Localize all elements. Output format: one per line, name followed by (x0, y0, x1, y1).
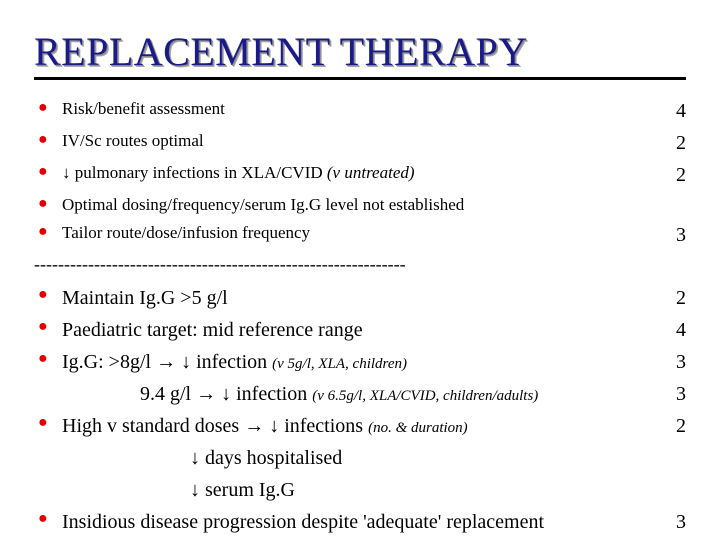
bullet-icon: ● (34, 162, 62, 183)
item-number: 3 (656, 222, 686, 248)
list-item: ●Maintain Ig.G >5 g/l2 (34, 285, 686, 311)
list-item: ↓ days hospitalised (34, 445, 686, 471)
item-text: Tailor route/dose/infusion frequency (62, 222, 656, 244)
item-number: 2 (656, 285, 686, 311)
section-2: ●Maintain Ig.G >5 g/l2●Paediatric target… (34, 285, 686, 535)
right-arrow-icon: → (196, 383, 221, 405)
item-text: Maintain Ig.G >5 g/l (62, 285, 656, 311)
item-number: 4 (656, 98, 686, 124)
item-number: 2 (656, 413, 686, 439)
item-text: Paediatric target: mid reference range (62, 317, 656, 343)
list-item: ●Insidious disease progression despite '… (34, 509, 686, 535)
down-arrow-icon: ↓ (190, 479, 200, 501)
down-arrow-icon: ↓ (221, 383, 231, 405)
bullet-icon: ● (34, 285, 62, 306)
item-number: 2 (656, 162, 686, 188)
item-text: Ig.G: >8g/l → ↓ infection (v 5g/l, XLA, … (62, 349, 656, 375)
down-arrow-icon: ↓ (190, 447, 200, 469)
list-item: ●IV/Sc routes optimal2 (34, 130, 686, 156)
bullet-icon: ● (34, 413, 62, 434)
down-arrow-icon: ↓ (269, 415, 279, 437)
item-number: 3 (656, 349, 686, 375)
bullet-icon: ● (34, 130, 62, 151)
item-text: ↓ pulmonary infections in XLA/CVID (v un… (62, 162, 656, 184)
bullet-icon: ● (34, 317, 62, 338)
item-number: 3 (656, 381, 686, 407)
bullet-icon: ● (34, 98, 62, 119)
list-item: 9.4 g/l → ↓ infection (v 6.5g/l, XLA/CVI… (34, 381, 686, 407)
section-1: ●Risk/benefit assessment4●IV/Sc routes o… (34, 98, 686, 248)
item-number: 4 (656, 317, 686, 343)
separator: ----------------------------------------… (34, 254, 686, 275)
item-text: ↓ serum Ig.G (62, 477, 656, 503)
list-item: ●Ig.G: >8g/l → ↓ infection (v 5g/l, XLA,… (34, 349, 686, 375)
list-item: ●Optimal dosing/frequency/serum Ig.G lev… (34, 194, 686, 216)
item-text: Risk/benefit assessment (62, 98, 656, 120)
bullet-icon: ● (34, 349, 62, 370)
item-text: High v standard doses → ↓ infections (no… (62, 413, 656, 439)
bullet-icon: ● (34, 509, 62, 530)
item-text: Insidious disease progression despite 'a… (62, 509, 656, 535)
down-arrow-icon: ↓ (62, 163, 75, 182)
list-item: ●Risk/benefit assessment4 (34, 98, 686, 124)
item-text: ↓ days hospitalised (62, 445, 656, 471)
list-item: ↓ serum Ig.G (34, 477, 686, 503)
item-text: 9.4 g/l → ↓ infection (v 6.5g/l, XLA/CVI… (62, 381, 656, 407)
item-text: IV/Sc routes optimal (62, 130, 656, 152)
list-item: ●Paediatric target: mid reference range4 (34, 317, 686, 343)
right-arrow-icon: → (244, 415, 269, 437)
bullet-icon: ● (34, 194, 62, 215)
item-text: Optimal dosing/frequency/serum Ig.G leve… (62, 194, 656, 216)
list-item: ●Tailor route/dose/infusion frequency3 (34, 222, 686, 248)
list-item: ●High v standard doses → ↓ infections (n… (34, 413, 686, 439)
list-item: ●↓ pulmonary infections in XLA/CVID (v u… (34, 162, 686, 188)
bullet-icon: ● (34, 222, 62, 243)
page-title: REPLACEMENT THERAPY (34, 28, 686, 80)
right-arrow-icon: → (156, 351, 181, 373)
item-number: 2 (656, 130, 686, 156)
down-arrow-icon: ↓ (181, 351, 191, 373)
item-number: 3 (656, 509, 686, 535)
